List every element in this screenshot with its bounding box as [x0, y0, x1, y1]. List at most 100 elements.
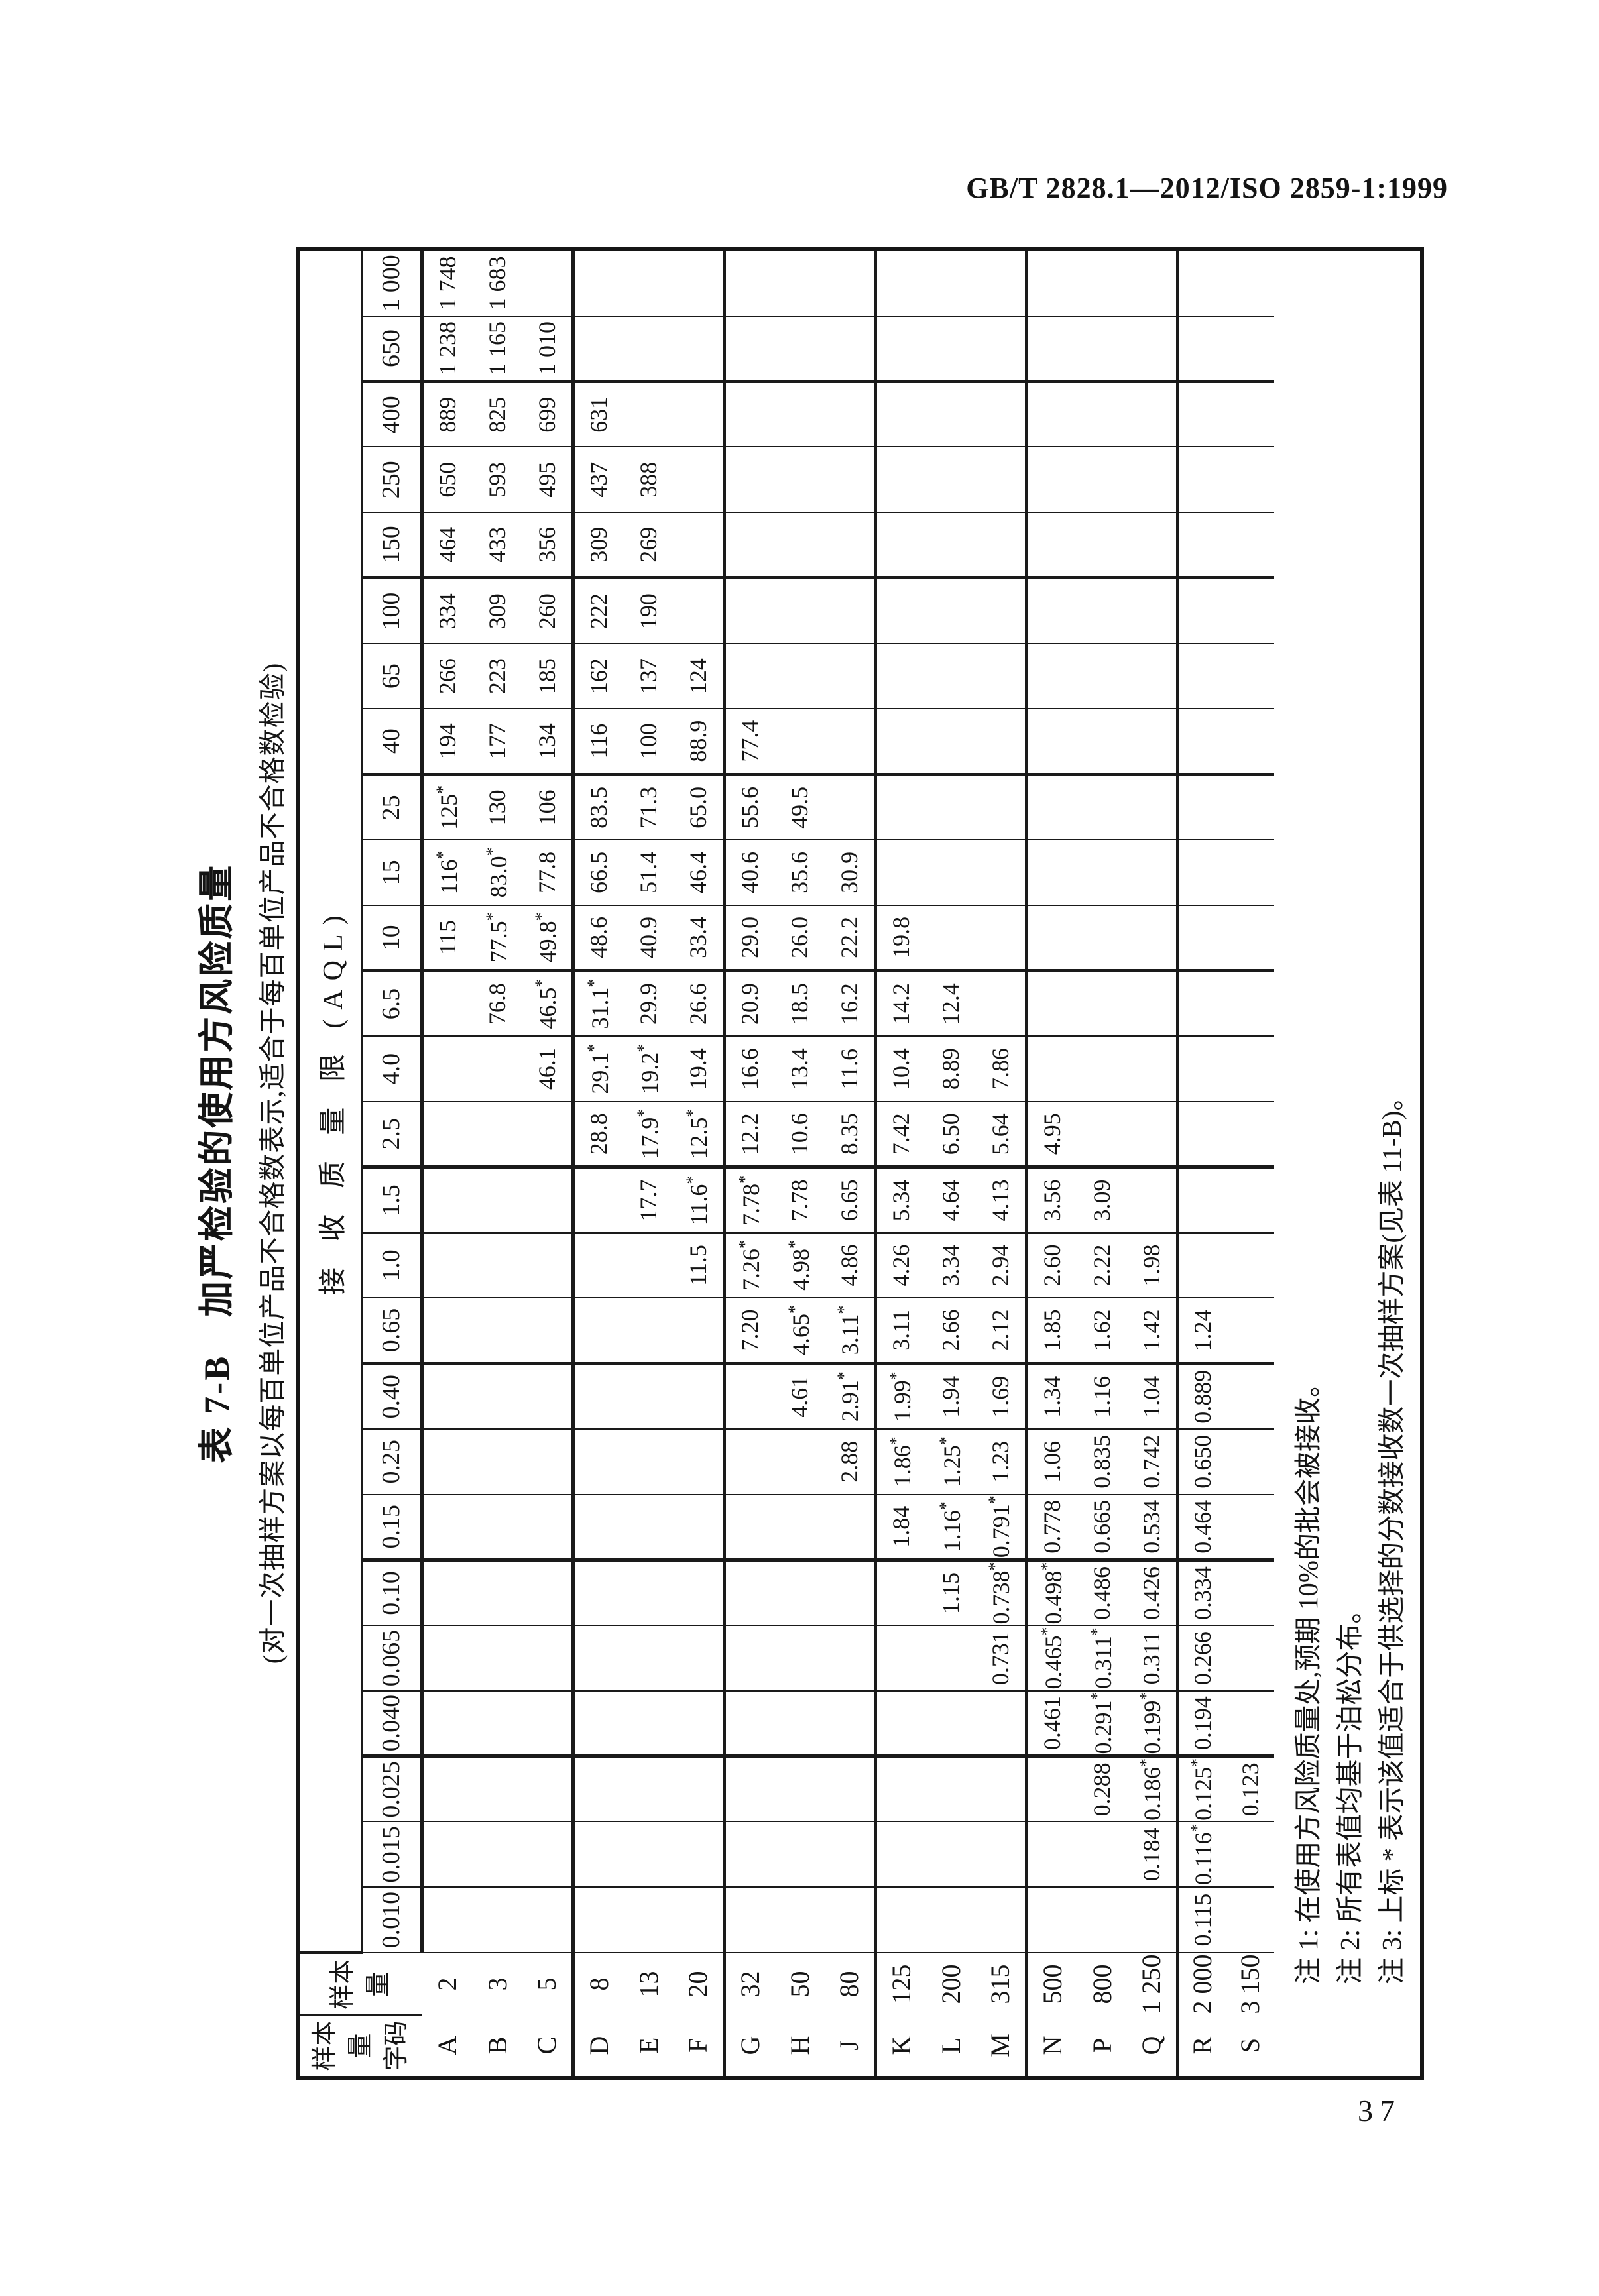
value-cell — [1177, 774, 1226, 840]
value-cell — [1226, 1560, 1274, 1626]
value-cell — [623, 1298, 674, 1364]
value-cell: 194 — [422, 709, 472, 775]
sample-size-cell: 13 — [633, 1971, 664, 1998]
value-cell — [1226, 447, 1274, 513]
value-cell: 14.2 — [875, 970, 925, 1037]
value-cell — [1226, 774, 1274, 840]
value-cell — [724, 643, 774, 709]
value-cell — [1177, 251, 1226, 316]
value-cell — [623, 1690, 674, 1756]
table-row-code-L: L 200 1.15 1.16* 1.25* 1.94 2.66 3.34 4.64 6.50 8.… — [925, 251, 976, 2076]
value-cell — [825, 577, 875, 644]
fractional-plan-asterisk: * — [1037, 1562, 1057, 1571]
aql-column-label: 650 — [362, 316, 422, 382]
value-cell: 0.738* — [976, 1560, 1026, 1626]
value-cell — [422, 1232, 472, 1298]
aql-column-label: 0.015 — [362, 1821, 422, 1888]
sample-size-code-cell: H — [784, 2036, 815, 2055]
aql-column-label: 25 — [362, 774, 422, 840]
value-cell: 12.4 — [925, 970, 976, 1037]
value-cell — [674, 1821, 724, 1888]
value-cell — [674, 1494, 724, 1560]
value-cell: 18.5 — [774, 970, 825, 1037]
value-cell — [976, 1821, 1026, 1888]
value-cell — [422, 1036, 472, 1102]
value-cell: 76.8 — [472, 970, 522, 1037]
value-cell — [925, 1887, 976, 1953]
fractional-plan-asterisk: * — [1187, 1823, 1207, 1833]
value-cell: 0.486 — [1077, 1560, 1127, 1626]
value-cell: 0.889 — [1177, 1363, 1226, 1429]
value-cell: 51.4 — [623, 839, 674, 905]
value-cell — [1127, 643, 1177, 709]
table-frame: 样本 量 字码 样本 量 接 收 质 量 限 (AQL) 0.010 0.015 0… — [296, 247, 1424, 2080]
value-cell — [825, 709, 875, 775]
value-cell — [522, 1428, 573, 1495]
value-cell — [1077, 1036, 1127, 1102]
value-cell — [724, 1625, 774, 1691]
value-cell: 222 — [573, 577, 623, 644]
aql-column-label: 2.5 — [362, 1102, 422, 1167]
value-cell — [774, 643, 825, 709]
table-row-code-E: E 13 17.7 17.9* 19.2* 29.9 40.9 51.4 71.3 100 137 1… — [623, 251, 674, 2076]
value-cell: 77.8 — [522, 839, 573, 905]
value-cell: 0.731 — [976, 1625, 1026, 1691]
table-row-code-F: F 20 11.5 11.6* 12.5* 19.4 26.6 33.4 46.4 65.0 88.… — [674, 251, 724, 2076]
aql-column-label: 0.025 — [362, 1756, 422, 1822]
sample-size-cell: 3 150 — [1235, 1954, 1265, 2014]
value-cell: 2.12 — [976, 1298, 1026, 1364]
value-cell: 0.199* — [1127, 1690, 1177, 1756]
value-cell — [875, 643, 925, 709]
value-cell — [573, 1887, 623, 1953]
value-cell — [1226, 1363, 1274, 1429]
value-cell — [724, 1428, 774, 1495]
value-cell — [1077, 381, 1127, 447]
aql-header-cell: 接 收 质 量 限 (AQL) — [300, 251, 362, 1953]
value-cell — [1127, 512, 1177, 578]
value-cell: 1.24 — [1177, 1298, 1226, 1364]
value-cell: 699 — [522, 381, 573, 447]
fractional-plan-asterisk: * — [985, 1495, 1005, 1505]
value-cell — [522, 1560, 573, 1626]
value-cell — [472, 1560, 522, 1626]
value-cell — [1226, 1102, 1274, 1167]
sample-size-code-cell: Q — [1136, 2036, 1167, 2055]
value-cell: 889 — [422, 381, 472, 447]
value-cell: 0.426 — [1127, 1560, 1177, 1626]
value-cell: 223 — [472, 643, 522, 709]
value-cell — [1026, 316, 1077, 382]
aql-column-label: 0.40 — [362, 1363, 422, 1429]
value-cell — [1077, 447, 1127, 513]
fractional-plan-asterisk: * — [834, 1371, 854, 1381]
value-cell — [623, 1363, 674, 1429]
value-cell — [1177, 1232, 1226, 1298]
value-cell: 2.94 — [976, 1232, 1026, 1298]
value-cell: 5.64 — [976, 1102, 1026, 1167]
value-cell — [976, 316, 1026, 382]
consumer-risk-quality-table: 样本 量 字码 样本 量 接 收 质 量 限 (AQL) 0.010 0.015 0… — [300, 251, 1274, 2076]
table-row-code-N: N 500 0.461 0.465* 0.498* 0.778 1.06 1.34 1.85 2.… — [1026, 251, 1077, 2076]
value-cell: 11.6 — [825, 1036, 875, 1102]
value-cell — [976, 709, 1026, 775]
value-cell: 2.22 — [1077, 1232, 1127, 1298]
value-cell — [472, 1102, 522, 1167]
value-cell — [825, 774, 875, 840]
value-cell: 1.62 — [1077, 1298, 1127, 1364]
value-cell — [825, 512, 875, 578]
value-cell — [522, 251, 573, 316]
value-cell: 388 — [623, 447, 674, 513]
value-cell — [925, 839, 976, 905]
fractional-plan-asterisk: * — [683, 1108, 703, 1118]
value-cell — [825, 251, 875, 316]
value-cell — [825, 381, 875, 447]
value-cell — [573, 1625, 623, 1691]
value-cell: 26.0 — [774, 905, 825, 971]
value-cell: 0.334 — [1177, 1560, 1226, 1626]
value-cell: 3.09 — [1077, 1167, 1127, 1233]
value-cell: 1.04 — [1127, 1363, 1177, 1429]
value-cell — [1077, 774, 1127, 840]
value-cell — [623, 381, 674, 447]
corner-sample-size-header: 样本 量 — [300, 1953, 422, 2015]
fractional-plan-asterisk: * — [432, 785, 452, 794]
value-cell — [422, 1821, 472, 1888]
